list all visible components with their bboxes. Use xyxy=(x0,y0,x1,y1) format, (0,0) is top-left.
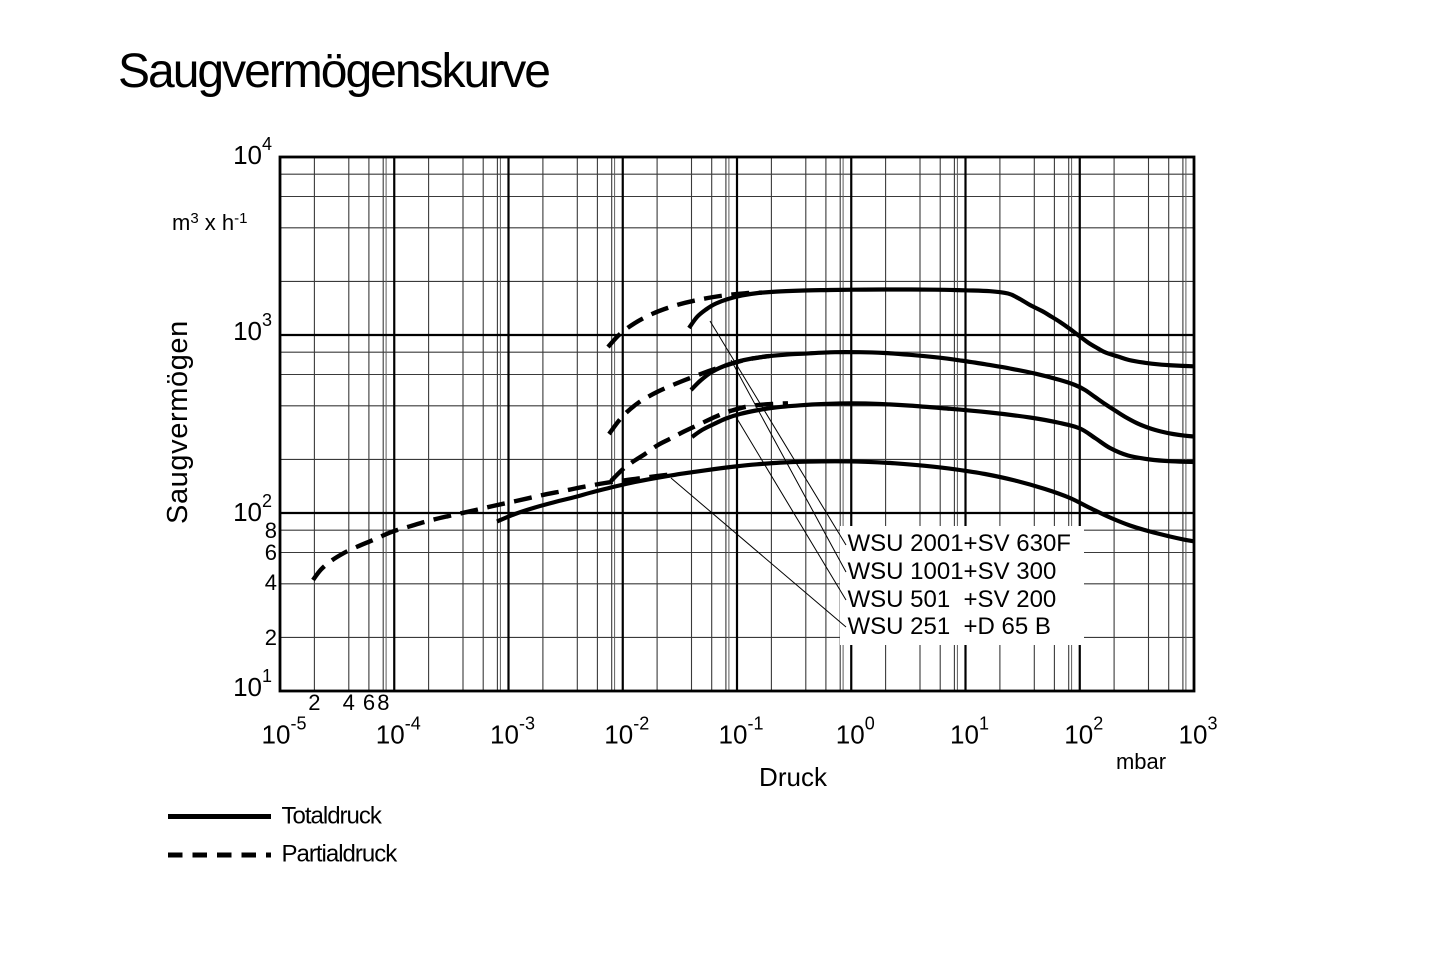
svg-text:8: 8 xyxy=(377,690,389,715)
svg-text:2: 2 xyxy=(308,690,320,715)
svg-text:Partialdruck: Partialdruck xyxy=(282,841,399,868)
svg-text:WSU 1001+SV 300: WSU 1001+SV 300 xyxy=(848,558,1057,585)
svg-text:WSU 501 +SV 200: WSU 501 +SV 200 xyxy=(848,586,1057,613)
svg-text:8: 8 xyxy=(265,518,277,543)
svg-text:WSU 2001+SV 630F: WSU 2001+SV 630F xyxy=(848,530,1071,557)
svg-text:4: 4 xyxy=(265,570,277,595)
svg-text:Saugvermögen: Saugvermögen xyxy=(162,320,194,524)
svg-text:Totaldruck: Totaldruck xyxy=(282,803,383,830)
svg-text:2: 2 xyxy=(265,625,277,650)
svg-text:4: 4 xyxy=(343,690,355,715)
svg-text:Druck: Druck xyxy=(759,762,828,792)
svg-text:6: 6 xyxy=(363,690,375,715)
svg-text:mbar: mbar xyxy=(1116,749,1166,774)
svg-text:10-5: 10-5 xyxy=(262,714,307,750)
svg-text:Saugvermögenskurve: Saugvermögenskurve xyxy=(118,45,549,98)
svg-text:10-3: 10-3 xyxy=(490,714,535,750)
svg-text:WSU 251 +D 65 B: WSU 251 +D 65 B xyxy=(848,613,1051,640)
svg-text:6: 6 xyxy=(265,540,277,565)
